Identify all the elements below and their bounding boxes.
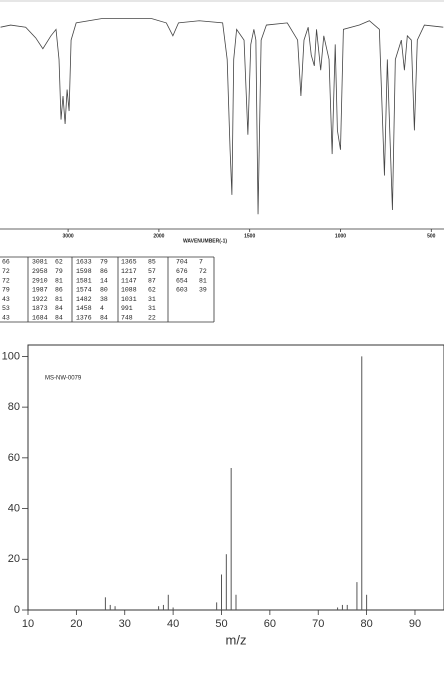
x-tick-label: 20	[70, 618, 82, 630]
table-cell: 79	[100, 259, 108, 266]
table-cell: 84	[55, 305, 63, 312]
table-cell: 1922	[32, 296, 48, 303]
table-cell: 87	[148, 277, 156, 284]
table-cell: 43	[2, 315, 10, 322]
y-tick-label: 100	[2, 350, 20, 362]
table-cell: 4	[100, 305, 104, 312]
table-cell: 43	[2, 296, 10, 303]
table-cell: 39	[199, 287, 207, 294]
table-cell: 1482	[76, 296, 92, 303]
x-tick-label: 2000	[153, 233, 164, 239]
table-cell: 1458	[76, 305, 92, 312]
x-tick-label: 3000	[63, 233, 74, 239]
table-cell: 1598	[76, 268, 92, 275]
x-tick-label: 60	[264, 618, 276, 630]
y-tick-label: 60	[8, 452, 20, 464]
table-cell: 79	[55, 268, 63, 275]
table-cell: 1147	[121, 277, 137, 284]
table-cell: 81	[55, 296, 63, 303]
table-cell: 72	[2, 268, 10, 275]
spectrum-line	[0, 18, 444, 215]
table-cell: 704	[176, 259, 188, 266]
table-cell: 676	[176, 268, 188, 275]
table-cell: 1581	[76, 277, 92, 284]
table-cell: 80	[100, 287, 108, 294]
table-cell: 53	[2, 305, 10, 312]
table-cell: 84	[55, 315, 63, 322]
table-cell: 7	[199, 259, 203, 266]
table-cell: 81	[55, 277, 63, 284]
table-cell: 991	[121, 305, 133, 312]
x-tick-label: 90	[409, 618, 421, 630]
table-cell: 57	[148, 268, 156, 275]
table-cell: 38	[100, 296, 108, 303]
x-tick-label: 50	[215, 618, 227, 630]
ms-annotation: MS-NW-0079	[45, 376, 82, 382]
table-cell: 1376	[76, 315, 92, 322]
table-cell: 1365	[121, 259, 137, 266]
table-cell: 2958	[32, 268, 48, 275]
x-tick-label: 10	[22, 618, 34, 630]
ms-plot-frame	[27, 344, 444, 611]
ms-x-axis-label: m/z	[226, 632, 247, 647]
table-cell: 654	[176, 277, 188, 284]
table-cell: 85	[148, 259, 156, 266]
table-cell: 1987	[32, 287, 48, 294]
table-cell: 2910	[32, 277, 48, 284]
table-cell: 1633	[76, 259, 92, 266]
x-tick-label: 1000	[335, 233, 346, 239]
table-cell: 62	[148, 287, 156, 294]
table-cell: 31	[148, 305, 156, 312]
table-cell: 1574	[76, 287, 92, 294]
x-tick-label: 70	[312, 618, 324, 630]
table-cell: 3081	[32, 259, 48, 266]
table-cell: 86	[55, 287, 63, 294]
table-cell: 1873	[32, 305, 48, 312]
table-cell: 79	[2, 287, 10, 294]
y-tick-label: 80	[8, 401, 20, 413]
x-tick-label: 500	[427, 233, 436, 239]
table-cell: 62	[55, 259, 63, 266]
table-cell: 22	[148, 315, 156, 322]
table-cell: 72	[199, 268, 207, 275]
table-cell: 81	[199, 277, 207, 284]
x-tick-label: 40	[167, 618, 179, 630]
table-cell: 748	[121, 315, 133, 322]
x-tick-label: 1500	[244, 233, 255, 239]
table-cell: 1031	[121, 296, 137, 303]
table-cell: 1217	[121, 268, 137, 275]
peak-table-frame	[0, 256, 215, 323]
ir-x-axis-label: WAVENUMBER(-1)	[183, 238, 227, 244]
x-tick-label: 30	[119, 618, 131, 630]
table-cell: 1684	[32, 315, 48, 322]
table-cell: 14	[100, 277, 108, 284]
table-cell: 1088	[121, 287, 137, 294]
y-tick-label: 40	[8, 502, 20, 514]
table-cell: 31	[148, 296, 156, 303]
table-cell: 86	[100, 268, 108, 275]
x-tick-label: 80	[360, 618, 372, 630]
table-cell: 84	[100, 315, 108, 322]
y-tick-label: 20	[8, 553, 20, 565]
table-cell: 72	[2, 277, 10, 284]
table-cell: 66	[2, 259, 10, 266]
y-tick-label: 0	[14, 604, 20, 616]
table-cell: 603	[176, 287, 188, 294]
